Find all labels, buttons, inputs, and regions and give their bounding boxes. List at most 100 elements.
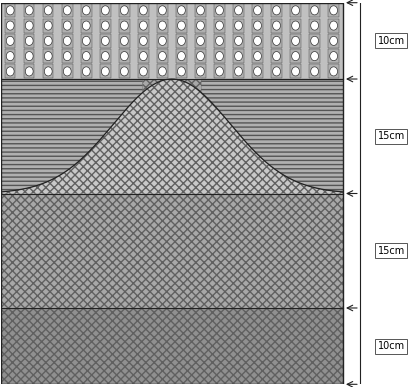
Bar [176,19,186,33]
Bar [157,3,168,17]
Ellipse shape [215,51,223,61]
Bar [233,64,244,79]
Ellipse shape [101,6,109,15]
Ellipse shape [83,36,90,45]
Ellipse shape [330,67,338,76]
Bar [328,19,339,33]
Bar [24,64,34,79]
Ellipse shape [235,21,243,30]
Bar [43,49,54,63]
Bar [176,3,186,17]
Bar [290,34,301,48]
Ellipse shape [178,21,185,30]
Ellipse shape [25,36,33,45]
Bar [119,64,129,79]
Ellipse shape [25,67,33,76]
Ellipse shape [140,67,147,76]
Bar [290,3,301,17]
Bar [176,64,186,79]
Bar [138,64,149,79]
Bar [24,49,34,63]
Ellipse shape [215,36,223,45]
Ellipse shape [63,36,71,45]
Bar [157,34,168,48]
Bar [214,64,225,79]
Ellipse shape [6,6,14,15]
Bar [5,3,16,17]
Ellipse shape [25,6,33,15]
Bar [5,19,16,33]
Text: 10cm: 10cm [378,36,405,46]
Ellipse shape [120,6,128,15]
Bar [24,19,34,33]
Bar [100,49,111,63]
Ellipse shape [215,67,223,76]
Ellipse shape [63,6,71,15]
Bar [176,34,186,48]
Bar [138,34,149,48]
Ellipse shape [158,21,166,30]
Ellipse shape [25,21,33,30]
Text: 15cm: 15cm [378,246,405,256]
Ellipse shape [158,36,166,45]
Bar [5,34,16,48]
Bar [43,19,54,33]
Ellipse shape [6,36,14,45]
Bar [272,64,282,79]
Ellipse shape [292,51,300,61]
Bar [252,64,263,79]
Bar [81,34,91,48]
Bar [290,49,301,63]
Ellipse shape [120,21,128,30]
Ellipse shape [44,6,52,15]
Ellipse shape [292,36,300,45]
Bar [81,49,91,63]
Ellipse shape [140,6,147,15]
Ellipse shape [158,51,166,61]
Ellipse shape [63,21,71,30]
Ellipse shape [120,36,128,45]
Ellipse shape [44,36,52,45]
Ellipse shape [120,51,128,61]
Ellipse shape [197,67,204,76]
Bar [195,64,206,79]
Bar [157,64,168,79]
Bar [62,3,72,17]
Bar [100,34,111,48]
Bar [62,49,72,63]
Bar [290,19,301,33]
Ellipse shape [253,67,261,76]
Ellipse shape [140,36,147,45]
Ellipse shape [310,21,318,30]
Bar [309,64,320,79]
Ellipse shape [330,6,338,15]
Bar [81,19,91,33]
Ellipse shape [44,67,52,76]
Ellipse shape [310,67,318,76]
PathPatch shape [201,79,343,192]
Text: 10cm: 10cm [378,341,405,351]
Ellipse shape [6,51,14,61]
Bar [100,19,111,33]
Bar [252,3,263,17]
Bar [62,19,72,33]
Ellipse shape [6,67,14,76]
Ellipse shape [273,51,280,61]
Ellipse shape [158,67,166,76]
Ellipse shape [158,6,166,15]
Bar [138,49,149,63]
Bar [309,49,320,63]
Bar [195,3,206,17]
Ellipse shape [235,36,243,45]
Ellipse shape [253,6,261,15]
PathPatch shape [1,79,143,192]
Ellipse shape [83,21,90,30]
Bar [214,34,225,48]
Bar [24,3,34,17]
Bar [233,34,244,48]
Ellipse shape [235,67,243,76]
Ellipse shape [330,36,338,45]
Bar [328,3,339,17]
Bar [252,34,263,48]
Ellipse shape [63,67,71,76]
